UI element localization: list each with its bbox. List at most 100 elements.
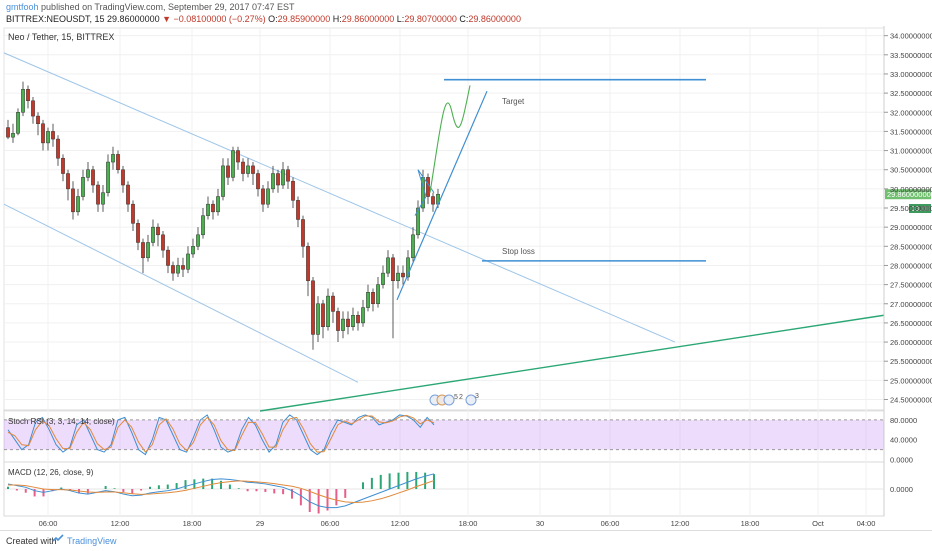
candles: [6, 81, 440, 350]
y-tick-label: 33.00000000: [890, 70, 932, 79]
svg-text:3: 3: [475, 393, 479, 400]
candle-body: [66, 173, 70, 190]
candle-body: [356, 315, 360, 324]
candle-body: [106, 161, 110, 193]
high-label: H:: [332, 14, 342, 24]
candle-body: [411, 234, 415, 259]
projection-path: [429, 85, 471, 193]
y-tick-label: 24.50000000: [890, 396, 932, 405]
candle-body: [166, 249, 170, 266]
stop-loss-label: Stop loss: [502, 247, 535, 256]
candle-body: [311, 280, 315, 335]
candle-body: [301, 219, 305, 247]
candle-body: [6, 127, 10, 138]
candle-body: [426, 177, 430, 197]
y-tick-label: 25.00000000: [890, 376, 932, 385]
x-tick-label: 18:00: [741, 519, 760, 528]
price-change: ▼ −0.08100000 (−0.27%): [162, 14, 266, 24]
y-tick-label: 32.00000000: [890, 108, 932, 117]
candle-body: [121, 169, 125, 186]
ohlc-line: BITTREX:NEOUSDT, 15 29.86000000 ▼ −0.081…: [6, 13, 521, 25]
y-tick-label: 30.00000000: [890, 185, 932, 194]
candle-body: [346, 318, 350, 327]
x-tick-label: 18:00: [183, 519, 202, 528]
stoch-y-tick-label: 40.0000: [890, 436, 917, 445]
candle-body: [206, 203, 210, 216]
stoch-title: Stoch RSI (3, 3, 14, 14, close): [8, 417, 115, 426]
y-tick-label: 25.50000000: [890, 357, 932, 366]
author-link[interactable]: gmtfooh: [6, 2, 39, 12]
candle-body: [366, 292, 370, 308]
candle-body: [181, 265, 185, 270]
candle-body: [86, 169, 90, 178]
candle-body: [261, 188, 265, 205]
candle-body: [321, 303, 325, 327]
candle-body: [146, 242, 150, 259]
high-value: 29.86000000: [341, 14, 395, 24]
candle-body: [16, 112, 20, 134]
candle-body: [151, 226, 155, 243]
symbol-label: BITTREX:NEOUSDT, 15: [6, 14, 105, 24]
x-tick-label: 04:00: [857, 519, 876, 528]
candle-body: [21, 89, 25, 113]
low-value: 29.80700000: [404, 14, 457, 24]
channel-upper-line: [3, 52, 676, 343]
candle-body: [376, 284, 380, 305]
macd-y-tick-label: 0.0000: [890, 485, 913, 494]
y-tick-label: 32.50000000: [890, 89, 932, 98]
candle-body: [251, 165, 255, 174]
grid: [3, 27, 885, 517]
candle-body: [326, 295, 330, 327]
candle-body: [431, 196, 435, 205]
idea-bubbles[interactable]: 5 2 3: [429, 392, 489, 408]
channel-lower-line: [3, 203, 359, 383]
candle-body: [276, 173, 280, 186]
candle-body: [101, 192, 105, 205]
macd-line: [7, 473, 435, 509]
y-tick-label: 26.50000000: [890, 319, 932, 328]
open-value: 29.85900000: [277, 14, 331, 24]
candle-body: [81, 177, 85, 197]
stoch-y-tick-label: 0.0000: [890, 456, 913, 465]
main-pane-border: [3, 27, 885, 412]
stoch-band: [4, 419, 884, 450]
candle-body: [296, 200, 300, 220]
x-tick-label: 12:00: [391, 519, 410, 528]
x-tick-label: 29: [256, 519, 264, 528]
publish-line: gmtfooh published on TradingView.com, Se…: [6, 1, 295, 13]
candle-body: [266, 188, 270, 205]
open-label: O:: [268, 14, 278, 24]
stoch-rsi-pane: 80.0000 40.0000 0.0000: [4, 414, 917, 465]
y-tick-label: 30.50000000: [890, 166, 932, 175]
price-axis[interactable]: 34.00000000 33.50000000 33.00000000 32.5000…: [883, 26, 932, 516]
candle-body: [236, 150, 240, 163]
candle-body: [371, 292, 375, 305]
chart-title: Neo / Tether, 15, BITTREX: [8, 32, 114, 42]
candle-body: [126, 184, 130, 205]
candle-body: [131, 203, 135, 224]
x-tick-label: 06:00: [601, 519, 620, 528]
wedge-drawing: [414, 169, 435, 216]
candle-body: [56, 138, 60, 159]
candle-body: [171, 265, 175, 274]
last-price: 29.86000000: [107, 14, 160, 24]
tradingview-link[interactable]: TradingView: [67, 536, 117, 546]
candle-body: [176, 265, 180, 274]
drawings-back: [3, 52, 885, 412]
footer: Created with TradingView: [0, 530, 932, 551]
candle-body: [11, 133, 15, 138]
candle-body: [46, 131, 50, 144]
svg-text:2: 2: [459, 394, 463, 401]
candle-body: [406, 257, 410, 278]
close-label: C:: [459, 14, 469, 24]
target-label: Target: [502, 97, 525, 106]
x-tick-label: 30: [536, 519, 544, 528]
y-tick-label: 27.50000000: [890, 281, 932, 290]
volume-label: 13.00: [911, 204, 930, 213]
candle-body: [271, 173, 275, 190]
candle-body: [191, 246, 195, 255]
candle-body: [31, 100, 35, 117]
candle-body: [26, 89, 30, 102]
time-axis[interactable]: 06:00 12:00 18:00 29 06:00 12:00 18:00 30 06:00 1…: [39, 519, 876, 528]
